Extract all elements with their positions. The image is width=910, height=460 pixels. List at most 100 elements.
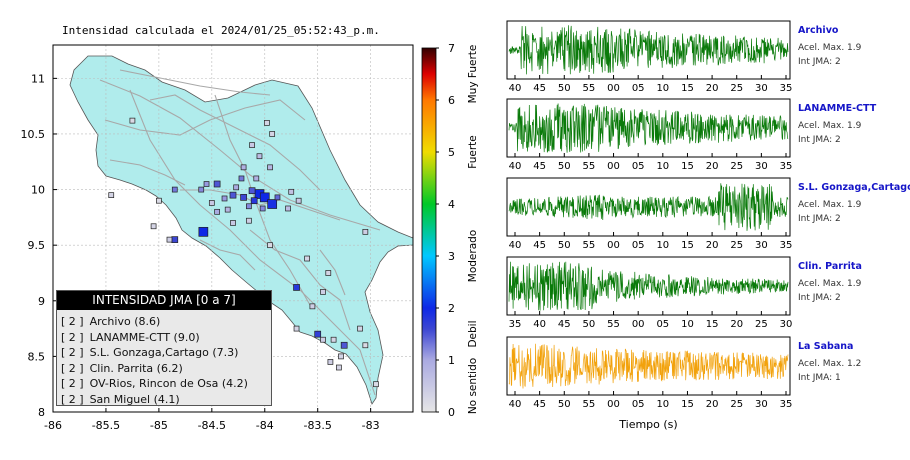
- waveform-x-tick-label: 00: [607, 161, 620, 172]
- waveform-x-tick-label: 45: [533, 83, 546, 94]
- colorbar-tick-label: 7: [448, 42, 455, 55]
- road-line: [99, 79, 381, 231]
- waveform-trace: [508, 183, 789, 231]
- waveform-trace: [508, 261, 789, 311]
- waveform-x-tick-label: 05: [632, 399, 645, 410]
- waveform-frame: [506, 20, 791, 80]
- station-point: [293, 325, 300, 332]
- waveform-x-tick-label: 35: [780, 399, 793, 410]
- legend-item-level: [ 2 ]: [61, 377, 84, 390]
- station-point: [238, 175, 245, 182]
- station-point: [198, 226, 209, 237]
- colorbar-category-label: Fuerte: [467, 135, 479, 168]
- station-point: [267, 164, 273, 171]
- y-tick-label: 8: [38, 406, 45, 419]
- waveform-x-tick-label: 25: [755, 319, 768, 330]
- waveform-x-tick-label: 05: [632, 240, 645, 251]
- station-point: [304, 255, 310, 262]
- y-tick-label: 9.5: [28, 239, 46, 252]
- waveform-panels: 40 45 50 55 00 05 10 15 20 25 30 35 40 45 50 55 00 05 10 15…: [506, 20, 793, 431]
- waveform-x-tick-label: 15: [681, 240, 694, 251]
- waveform-x-tick-label: 50: [583, 319, 596, 330]
- legend-item: [ 2 ] OV-Rios, Rincon de Osa (4.2): [61, 376, 271, 392]
- waveform-x-tick-label: 55: [583, 240, 596, 251]
- station-info: Acel. Max. 1.2 Int JMA: 1: [798, 357, 861, 385]
- station-point: [340, 341, 348, 349]
- waveform-x-tick-label: 40: [509, 161, 522, 172]
- waveform-x-tick-label: 25: [730, 240, 743, 251]
- station-point: [264, 119, 270, 126]
- waveform-x-tick-label: 30: [755, 399, 768, 410]
- legend-item-name: S.L. Gonzaga,Cartago (7.3): [89, 346, 239, 359]
- station-point: [240, 164, 247, 171]
- x-tick-label: -84: [256, 419, 274, 432]
- station-point: [156, 197, 162, 204]
- station-point: [166, 236, 173, 243]
- waveform-x-tick-label: 40: [509, 240, 522, 251]
- waveform-x-tick-label: 10: [656, 240, 669, 251]
- station-point: [250, 197, 258, 205]
- station-info: Acel. Max. 1.9 Int JMA: 2: [798, 119, 861, 147]
- waveform-trace: [508, 25, 789, 75]
- colorbar-category-label: No sentido: [467, 358, 479, 414]
- road-line: [109, 159, 186, 186]
- waveform-frame: [506, 177, 791, 237]
- waveform-x-tick-label: 20: [706, 399, 719, 410]
- waveform-panel: 40 45 50 55 00 05 10 15 20 25 30 35: [506, 177, 792, 251]
- waveform-x-tick-label: 50: [558, 161, 571, 172]
- station-name: Clin. Parrita: [798, 261, 862, 272]
- station-point: [338, 353, 344, 360]
- station-point: [240, 194, 247, 201]
- station-point: [108, 192, 115, 198]
- waveform-x-tick-label: 30: [755, 240, 768, 251]
- station-point: [362, 342, 369, 349]
- waveform-frame: [506, 336, 791, 396]
- waveform-x-tick-label: 55: [583, 399, 596, 410]
- road-line: [149, 94, 321, 191]
- waveform-x-tick-label: 50: [558, 83, 571, 94]
- y-tick-label: 11: [31, 72, 45, 85]
- station-acel-max: Acel. Max. 1.9: [798, 121, 862, 131]
- legend-title: INTENSIDAD JMA [0 a 7]: [57, 291, 271, 310]
- station-name: LANAMME-CTT: [798, 103, 877, 114]
- colorbar-tick-label: 2: [448, 302, 455, 315]
- x-tick-label: -84.5: [198, 419, 226, 432]
- station-point: [320, 336, 326, 343]
- map-title: Intensidad calculada el 2024/01/25_05:52…: [62, 24, 380, 37]
- station-point: [129, 117, 136, 124]
- station-int-jma: Int JMA: 2: [798, 293, 841, 303]
- station-point: [274, 194, 281, 201]
- station-point: [246, 217, 252, 224]
- y-tick-label: 10.5: [21, 128, 46, 141]
- station-point: [259, 192, 270, 203]
- station-point: [288, 188, 295, 195]
- colorbar-category-label: Moderado: [467, 230, 479, 282]
- waveform-x-tick-label: 20: [706, 240, 719, 251]
- station-point: [327, 359, 334, 365]
- station-point: [208, 200, 215, 206]
- legend-item: [ 2 ] San Miguel (4.1): [61, 392, 271, 408]
- station-point: [295, 197, 302, 204]
- waveform-x-tick-label: 15: [681, 161, 694, 172]
- y-tick-label: 9: [38, 295, 45, 308]
- station-acel-max: Acel. Max. 1.9: [798, 200, 862, 210]
- waveform-x-tick-label: 40: [509, 83, 522, 94]
- x-tick-label: -85: [150, 419, 168, 432]
- road-line: [180, 189, 341, 221]
- station-name: S.L. Gonzaga,Cartago: [798, 182, 910, 193]
- station-point: [336, 364, 342, 371]
- station-int-jma: Int JMA: 2: [798, 135, 841, 145]
- legend-item-name: Clin. Parrita (6.2): [89, 361, 183, 375]
- station-info: Acel. Max. 1.9 Int JMA: 2: [798, 277, 861, 305]
- station-point: [269, 131, 276, 137]
- station-int-jma: Int JMA: 2: [798, 214, 841, 224]
- station-point: [224, 206, 231, 213]
- waveform-x-tick-label: 30: [780, 319, 793, 330]
- station-point: [246, 203, 252, 210]
- legend-item-name: LANAMME-CTT (9.0): [89, 330, 200, 344]
- waveform-x-tick-label: 20: [730, 319, 743, 330]
- legend-item: [ 2 ] Archivo (8.6): [61, 314, 271, 330]
- legend-list: [ 2 ] Archivo (8.6) [ 2 ] LANAMME-CTT (9.0)…: [57, 310, 271, 407]
- waveform-x-tick-label: 45: [533, 240, 546, 251]
- waveform-x-tick-label: 25: [730, 83, 743, 94]
